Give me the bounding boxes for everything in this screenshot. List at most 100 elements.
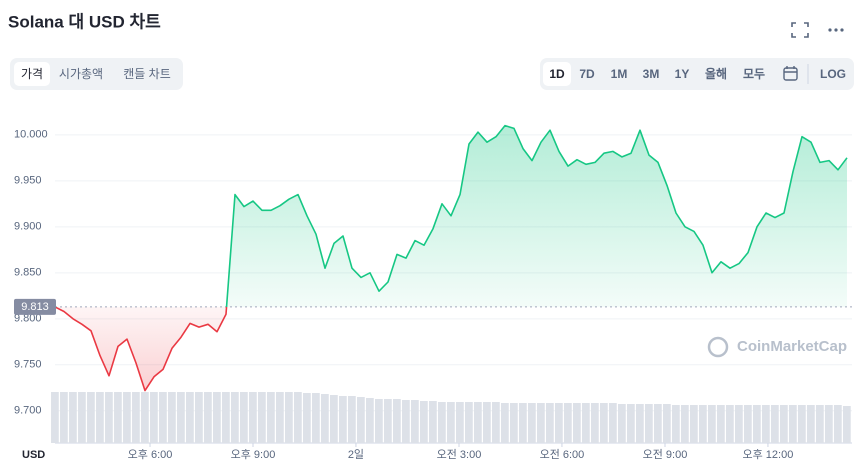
volume-bar [680, 405, 689, 443]
chart-title: Solana 대 USD 차트 [8, 12, 161, 31]
volume-bar [339, 396, 347, 443]
volume-bar [357, 397, 365, 443]
more-icon[interactable] [828, 28, 844, 32]
volume-bar [554, 403, 563, 443]
watermark: CoinMarketCap [737, 338, 847, 355]
volume-bar [492, 402, 500, 443]
x-tick-label: 오전 9:00 [643, 448, 688, 461]
volume-bar [545, 403, 554, 443]
volume-bar [761, 405, 770, 443]
volume-bar [51, 392, 59, 443]
volume-bar [752, 405, 761, 443]
area-fill [55, 125, 847, 391]
y-tick-label: 9.800 [14, 313, 42, 325]
volume-bar [150, 392, 158, 443]
range-button[interactable]: 7D [579, 67, 595, 81]
volume-bar [87, 392, 95, 443]
volume-bar [384, 399, 392, 443]
volume-bar [527, 403, 536, 443]
volume-bar [644, 404, 653, 443]
x-tick-label: 오후 12:00 [743, 448, 794, 461]
watermark-logo [707, 336, 729, 358]
volume-bar [770, 405, 779, 443]
range-button[interactable]: 1Y [675, 67, 690, 81]
volume-bar [78, 392, 86, 443]
tab-group [10, 58, 183, 90]
fullscreen-icon[interactable] [791, 22, 809, 38]
volume-bar [474, 402, 482, 443]
volume-bar [689, 405, 698, 443]
volume-bar [69, 392, 77, 443]
volume-bar [348, 396, 356, 443]
calendar-icon[interactable] [783, 66, 798, 81]
volume-bar [204, 392, 212, 443]
x-tick-label: 2일 [348, 447, 364, 461]
volume-bar [509, 403, 518, 443]
volume-bar [312, 393, 320, 443]
volume-bar [429, 401, 437, 443]
volume-bar [438, 402, 446, 443]
volume-bar [249, 392, 257, 443]
volume-bar [177, 392, 185, 443]
x-tick-label: 오후 6:00 [128, 448, 173, 461]
volume-bar [267, 392, 275, 443]
volume-bar [411, 400, 419, 443]
volume-bar [393, 399, 401, 443]
volume-bar [599, 403, 608, 443]
range-button[interactable]: 모두 [743, 67, 765, 81]
y-axis-label: USD [22, 449, 45, 461]
range-active-bg [543, 62, 571, 86]
volume-bar [276, 392, 284, 443]
volume-bar [734, 405, 743, 443]
y-tick-label: 9.850 [14, 267, 42, 279]
volume-bar [402, 400, 410, 443]
range-button[interactable]: 올해 [705, 67, 727, 81]
volume-bar [168, 392, 176, 443]
volume-bar [788, 405, 797, 443]
volume-bar [842, 406, 851, 443]
y-tick-label: 9.750 [14, 359, 42, 371]
volume-bar [213, 392, 221, 443]
volume-bar [420, 401, 428, 443]
volume-bar [285, 392, 293, 443]
volume-bar [806, 405, 815, 443]
log-button[interactable]: LOG [820, 67, 846, 81]
volume-bar [366, 398, 374, 443]
y-tick-label: 9.900 [14, 221, 42, 233]
volume-bar [294, 392, 302, 443]
tab[interactable]: 시가총액 [59, 67, 103, 81]
volume-bar [303, 393, 311, 443]
volume-bar [483, 402, 491, 443]
volume-bar [716, 405, 725, 443]
volume-bar [375, 399, 383, 443]
range-group [540, 58, 854, 90]
volume-bar [653, 404, 662, 443]
volume-bar [186, 392, 194, 443]
volume-bar [123, 392, 131, 443]
volume-bar [536, 403, 545, 443]
volume-bar [815, 405, 824, 443]
volume-bar [779, 405, 788, 443]
volume-bar [195, 392, 203, 443]
volume-bar [447, 402, 455, 443]
tab[interactable]: 캔들 차트 [123, 67, 171, 81]
tab-active-bg [14, 62, 50, 86]
volume-bar [222, 392, 230, 443]
volume-bar [707, 405, 716, 443]
volume-bar [465, 402, 473, 443]
volume-bar [725, 405, 734, 443]
volume-bar [824, 405, 833, 443]
tab[interactable]: 가격 [21, 67, 43, 81]
baseline-label: 9.813 [21, 301, 49, 313]
range-button[interactable]: 1D [549, 67, 565, 81]
y-tick-label: 9.950 [14, 175, 42, 187]
volume-bar [671, 405, 680, 443]
volume-bar [141, 392, 149, 443]
volume-bar [132, 392, 140, 443]
volume-bar [743, 405, 752, 443]
volume-bar [321, 394, 329, 443]
range-button[interactable]: 1M [611, 67, 628, 81]
volume-bar [590, 403, 599, 443]
range-button[interactable]: 3M [643, 67, 660, 81]
